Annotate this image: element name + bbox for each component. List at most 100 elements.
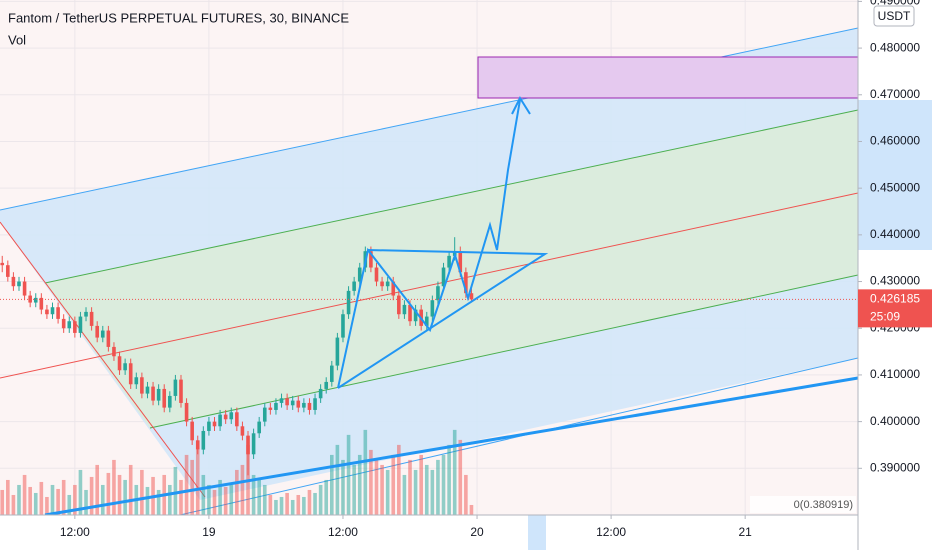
x-tick-label: 21 (738, 525, 752, 539)
arrow-head (511, 95, 531, 115)
candle-body (156, 388, 161, 401)
volume-bar (318, 484, 323, 515)
volume-bar (78, 469, 83, 515)
candle-body (173, 379, 178, 396)
axis-labels: 0.3900000.4000000.4100000.4200000.430000… (60, 0, 932, 539)
candle-body (424, 316, 429, 326)
volume-bar (458, 439, 463, 515)
volume-bar (50, 484, 55, 515)
candle-body (145, 386, 150, 394)
candle-body (330, 365, 334, 382)
candle-body (33, 297, 38, 303)
currency: USDT (878, 9, 911, 23)
candle-body (413, 309, 418, 322)
y-tick-label: 0.410000 (870, 367, 920, 381)
candle-body (441, 267, 446, 287)
volume-bar (424, 464, 429, 515)
candle-body (128, 363, 133, 385)
volume-bar (39, 481, 44, 515)
last-price: 0.426185 (870, 292, 920, 306)
volume-bar (73, 484, 77, 515)
candle-body (6, 265, 10, 277)
pattern-path (337, 99, 521, 389)
candle-body (274, 402, 278, 410)
x-tick-label: 20 (470, 525, 484, 539)
volume-bar (112, 459, 116, 515)
candle-body (346, 290, 351, 315)
y-tick-label: 0.450000 (870, 180, 920, 194)
candle-body (50, 307, 55, 315)
volume-bar (357, 454, 362, 515)
candle-body (190, 421, 194, 441)
price-axis (858, 0, 932, 550)
candle-body (257, 421, 261, 434)
volume-bar (307, 489, 312, 515)
volume-bar (207, 484, 211, 515)
y-tick-label: 0.480000 (870, 40, 920, 54)
time-highlight (528, 515, 546, 550)
candle-body (296, 400, 301, 408)
candle-body (369, 251, 373, 268)
triangle (337, 249, 549, 389)
volume-bar (179, 479, 183, 515)
channel-upper (44, 109, 859, 284)
candle-body (123, 363, 127, 371)
volume-bar (61, 479, 66, 515)
candle-body (246, 435, 250, 455)
candle-body (73, 321, 77, 333)
volume-bar (374, 459, 379, 515)
x-tick-label: 12:00 (596, 525, 626, 539)
volume-bar (447, 444, 451, 515)
volume-bar (128, 464, 133, 515)
candle-body (218, 414, 222, 427)
candle-body (162, 388, 167, 408)
volume-bar (229, 484, 234, 515)
volume-bar (296, 494, 301, 515)
volume-bar (95, 464, 99, 515)
y-tick-label: 0.490000 (870, 0, 920, 8)
volume-label: 0(0.380919) (794, 499, 853, 511)
volume-bar (302, 496, 306, 515)
volume-bar (464, 474, 468, 515)
volume-bar (257, 479, 261, 515)
volume-bar (235, 469, 239, 515)
x-tick-label: 19 (202, 525, 216, 539)
candle-body (464, 272, 468, 294)
volume-bar (268, 494, 273, 515)
candle-body (95, 325, 99, 338)
candle-body (140, 377, 144, 394)
chart-title: Fantom / TetherUS PERPETUAL FUTURES, 30,… (8, 10, 349, 25)
trendline (44, 376, 859, 517)
candle-body (179, 379, 183, 403)
candle-body (212, 421, 217, 427)
volume-bar (145, 486, 150, 515)
target-zone (477, 56, 859, 99)
time-axis (0, 515, 858, 550)
candle-body (262, 407, 267, 422)
candle-body (229, 412, 234, 420)
candle-body (151, 386, 155, 401)
candle-body (447, 255, 451, 268)
last-price-box (858, 289, 932, 328)
volume-bar (6, 479, 10, 515)
volume-bar (335, 444, 340, 515)
candle-body (61, 318, 66, 329)
candle-body (240, 426, 245, 436)
candle-body (56, 307, 60, 319)
y-tick-label: 0.400000 (870, 414, 920, 428)
volume-bar (184, 454, 189, 515)
volume-bar (380, 464, 384, 515)
candle-body (385, 281, 390, 287)
y-tick-label: 0.390000 (870, 460, 920, 474)
volume-bar (33, 492, 38, 515)
volume-bar (285, 492, 289, 515)
candle-body (391, 281, 396, 296)
candle-body (335, 337, 340, 366)
volume-bar (279, 496, 284, 515)
volume-bar (223, 486, 228, 515)
candle-body (22, 281, 27, 296)
candle-body (374, 267, 379, 282)
volume-bar (195, 449, 200, 515)
candle-body (313, 398, 317, 410)
volume-bar (419, 454, 423, 515)
